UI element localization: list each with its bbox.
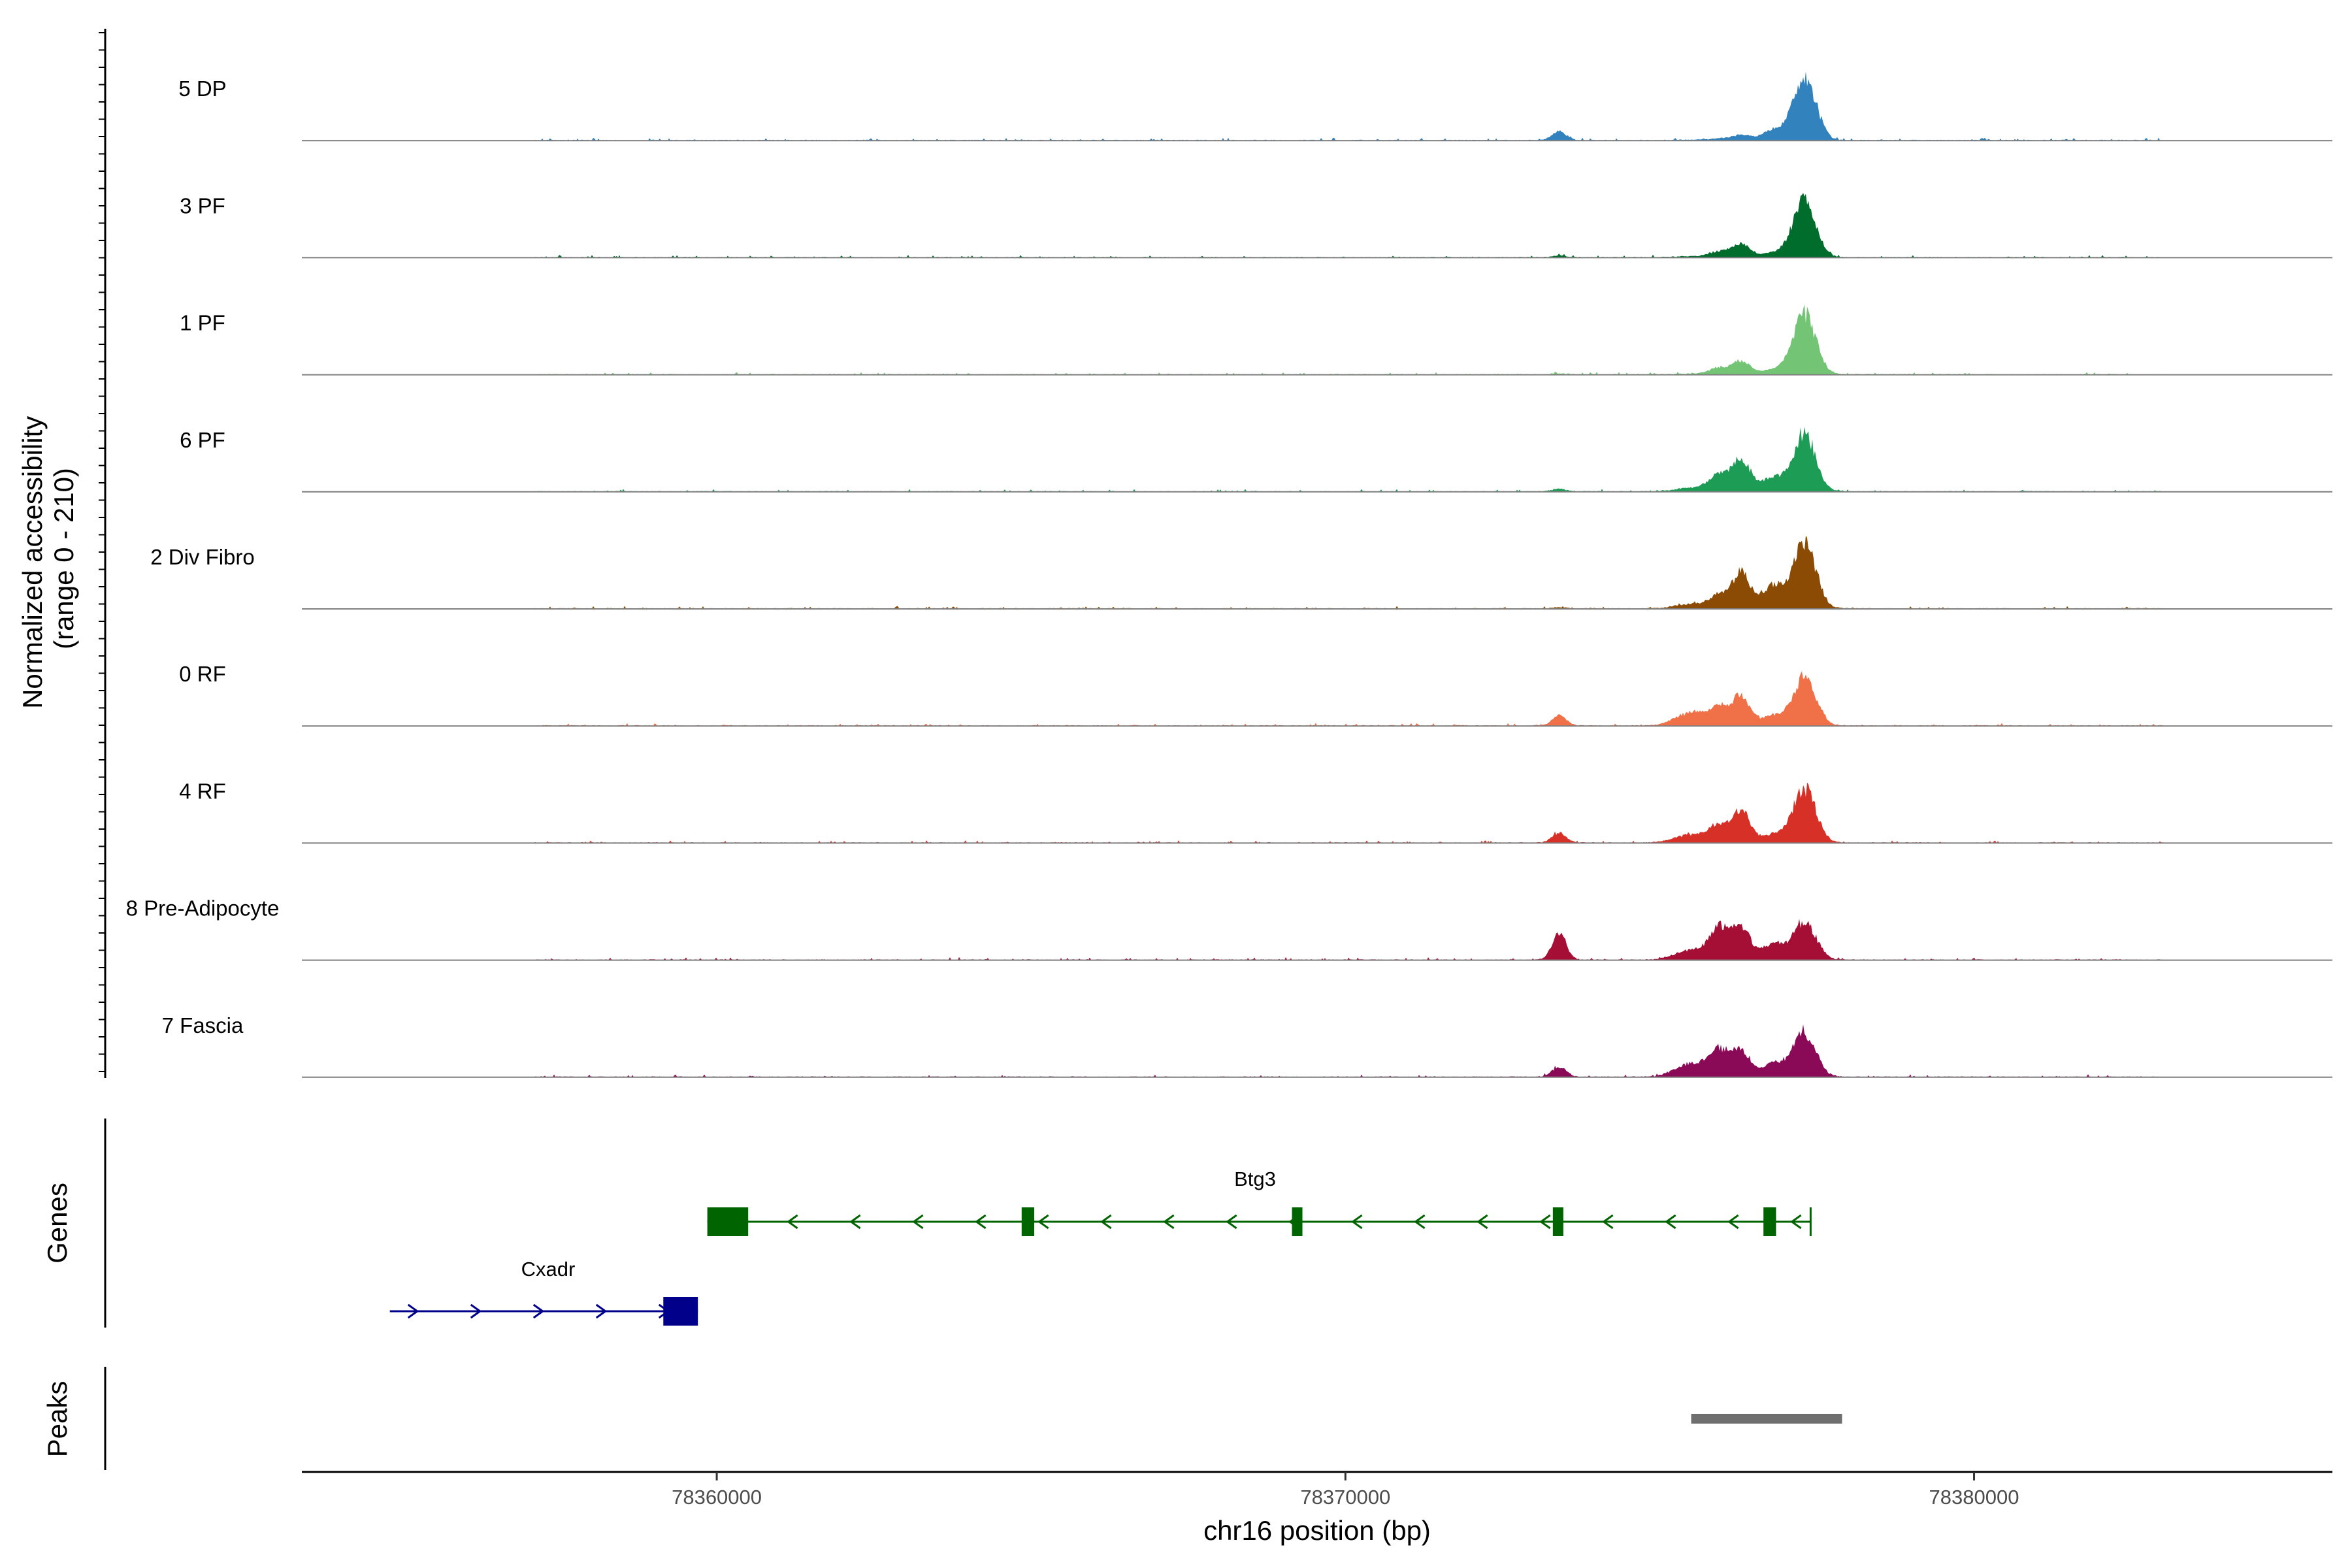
y-axis-title-line1: Normalized accessibility [17,416,48,709]
strand-arrow [1727,1214,1739,1230]
strand-arrow [1163,1214,1175,1230]
coverage-track: 3 PF [180,193,2332,259]
x-axis-ticks: 78360000 78370000 78380000 [672,1472,2019,1509]
gene-name-label: Btg3 [1234,1168,1276,1190]
gene-exon [1763,1207,1776,1236]
track-label: 2 Div Fibro [150,545,255,569]
gene-exon [707,1207,749,1236]
strand-arrow [407,1303,419,1319]
peak-regions [1691,1414,1842,1424]
coverage-track: 6 PF [180,427,2332,493]
strand-arrow [1665,1214,1676,1230]
peaks-panel-label: Peaks [42,1381,73,1458]
coverage-track: 0 RF [179,662,2332,727]
peak-region-bar [1691,1414,1842,1424]
strand-arrow [912,1214,924,1230]
track-label: 1 PF [180,311,225,335]
x-axis-tick-label: 78360000 [672,1486,762,1509]
x-axis-tick-label: 78380000 [1929,1486,2019,1509]
coverage-tracks: 5 DP 3 PF 1 PF 6 PF 2 Div Fibro 0 RF 4 RF 8 Pre… [126,71,2332,1078]
gene-model: Btg3 [707,1168,1812,1236]
strand-arrow [1100,1214,1112,1230]
track-label: 3 PF [180,193,225,218]
strand-arrow [1037,1214,1049,1230]
coverage-track: 7 Fascia [162,1013,2332,1078]
strand-arrow [1414,1214,1426,1230]
gene-exon [663,1297,698,1326]
gene-annotations: Btg3 Cxadr [389,1168,1812,1326]
strand-arrow [1539,1214,1551,1230]
strand-arrow [1602,1214,1614,1230]
gene-model: Cxadr [389,1258,698,1326]
coverage-area [534,919,2163,960]
coverage-track: 1 PF [180,304,2332,376]
track-label: 0 RF [179,662,226,686]
coverage-track: 5 DP [178,71,2332,142]
gene-exon [1292,1207,1303,1236]
strand-arrow [849,1214,861,1230]
x-axis-tick-label: 78370000 [1300,1486,1390,1509]
y-axis-title-line2: (range 0 - 210) [48,468,79,649]
genes-panel-label: Genes [42,1183,73,1264]
strand-arrow [1790,1214,1802,1230]
track-label: 6 PF [180,428,225,452]
strand-arrow [1226,1214,1237,1230]
gene-name-label: Cxadr [521,1258,576,1281]
coverage-track: 4 RF [179,779,2332,844]
track-label: 8 Pre-Adipocyte [126,896,280,921]
strand-arrow [470,1303,482,1319]
track-label: 5 DP [178,76,226,101]
strand-arrow [787,1214,798,1230]
strand-arrow [595,1303,608,1319]
gene-exon [1552,1207,1563,1236]
track-label: 7 Fascia [162,1013,244,1037]
y-axis-title: Normalized accessibility (range 0 - 210) [17,408,79,709]
strand-arrow [1351,1214,1363,1230]
strand-arrow [1477,1214,1488,1230]
coverage-track: 2 Div Fibro [150,535,2332,610]
gene-exon [1021,1207,1034,1236]
coverage-track: 8 Pre-Adipocyte [126,896,2332,961]
y-axis-ticks [99,32,105,1072]
strand-arrow [532,1303,545,1319]
track-label: 4 RF [179,779,226,803]
strand-arrow [975,1214,987,1230]
x-axis-title: chr16 position (bp) [1203,1515,1431,1546]
